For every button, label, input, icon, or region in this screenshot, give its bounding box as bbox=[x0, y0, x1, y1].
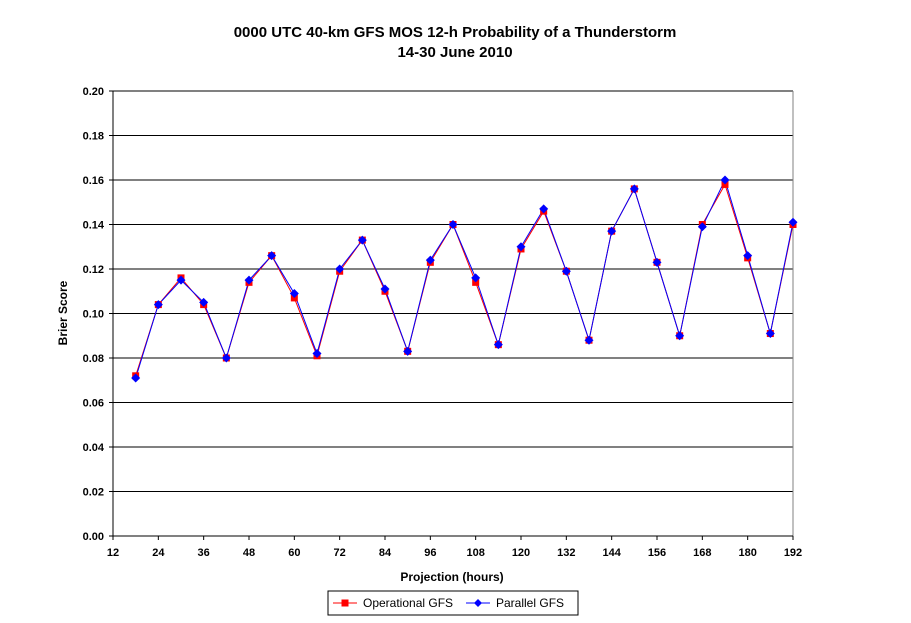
y-tick-label: 0.16 bbox=[83, 175, 104, 187]
chart-title: 0000 UTC 40-km GFS MOS 12-h Probability … bbox=[234, 24, 677, 41]
y-tick-label: 0.18 bbox=[83, 131, 104, 143]
data-point-parallel bbox=[153, 300, 163, 310]
x-tick-label: 192 bbox=[784, 547, 802, 559]
x-tick-label: 60 bbox=[288, 547, 300, 559]
data-point-parallel bbox=[561, 266, 571, 276]
x-tick-label: 24 bbox=[152, 547, 165, 559]
data-point-parallel bbox=[607, 226, 617, 236]
data-point-parallel bbox=[131, 373, 141, 383]
x-tick-label: 168 bbox=[693, 547, 711, 559]
data-point-parallel bbox=[425, 255, 435, 265]
data-point-parallel bbox=[584, 335, 594, 345]
axis-ticks: 0.00 0.02 0.04 0.06 0.08 0.10 0.12 0.14 0.16 0.18… bbox=[83, 86, 803, 559]
data-point-parallel bbox=[267, 251, 277, 261]
data-point-parallel bbox=[199, 297, 209, 307]
x-tick-label: 108 bbox=[466, 547, 484, 559]
y-tick-label: 0.06 bbox=[83, 398, 104, 410]
y-tick-label: 0.10 bbox=[83, 309, 104, 321]
legend-label-parallel: Parallel GFS bbox=[496, 596, 564, 610]
x-tick-label: 180 bbox=[738, 547, 756, 559]
data-point-parallel bbox=[788, 217, 798, 227]
series-layer bbox=[131, 175, 798, 383]
data-point-parallel bbox=[403, 346, 413, 356]
x-tick-label: 156 bbox=[648, 547, 666, 559]
data-point-parallel bbox=[380, 284, 390, 294]
x-tick-label: 48 bbox=[243, 547, 255, 559]
data-point-parallel bbox=[335, 264, 345, 274]
data-point-parallel bbox=[675, 331, 685, 341]
x-tick-label: 72 bbox=[334, 547, 346, 559]
data-point-parallel bbox=[493, 340, 503, 350]
chart-subtitle: 14-30 June 2010 bbox=[397, 44, 512, 61]
legend-box bbox=[327, 590, 579, 616]
data-point-parallel bbox=[765, 329, 775, 339]
x-tick-label: 96 bbox=[424, 547, 436, 559]
y-tick-label: 0.08 bbox=[83, 353, 104, 365]
y-tick-label: 0.12 bbox=[83, 264, 104, 276]
data-point-parallel bbox=[539, 204, 549, 214]
data-point-parallel bbox=[448, 220, 458, 229]
data-point-parallel bbox=[176, 275, 186, 285]
x-tick-label: 84 bbox=[379, 547, 392, 559]
y-axis-title: Brier Score bbox=[56, 280, 70, 345]
x-tick-label: 144 bbox=[602, 547, 621, 559]
data-point-parallel bbox=[516, 242, 526, 252]
grid-lines bbox=[113, 90, 793, 492]
data-point-parallel bbox=[312, 349, 322, 359]
x-tick-label: 36 bbox=[198, 547, 210, 559]
legend: Operational GFS Parallel GFS bbox=[327, 590, 579, 616]
data-point-parallel bbox=[720, 175, 730, 185]
y-tick-label: 0.04 bbox=[83, 442, 105, 454]
data-point-parallel bbox=[244, 275, 254, 285]
y-tick-label: 0.20 bbox=[83, 86, 104, 98]
legend-label-operational: Operational GFS bbox=[363, 596, 453, 610]
data-point-parallel bbox=[221, 353, 231, 363]
legend-marker-parallel bbox=[474, 599, 482, 607]
data-point-parallel bbox=[652, 257, 662, 267]
x-tick-label: 120 bbox=[512, 547, 530, 559]
data-point-parallel bbox=[471, 273, 481, 283]
data-point-parallel bbox=[629, 184, 639, 194]
x-tick-label: 132 bbox=[557, 547, 575, 559]
data-point-parallel bbox=[743, 251, 753, 261]
x-tick-label: 12 bbox=[107, 547, 119, 559]
y-tick-label: 0.14 bbox=[83, 220, 105, 232]
legend-marker-operational bbox=[341, 599, 349, 607]
data-point-parallel bbox=[697, 222, 707, 232]
data-point-parallel bbox=[289, 288, 299, 298]
y-tick-label: 0.02 bbox=[83, 487, 104, 499]
y-tick-label: 0.00 bbox=[83, 531, 104, 543]
data-point-parallel bbox=[357, 235, 367, 245]
series-line-parallel bbox=[135, 178, 794, 379]
x-axis-title: Projection (hours) bbox=[400, 570, 503, 584]
